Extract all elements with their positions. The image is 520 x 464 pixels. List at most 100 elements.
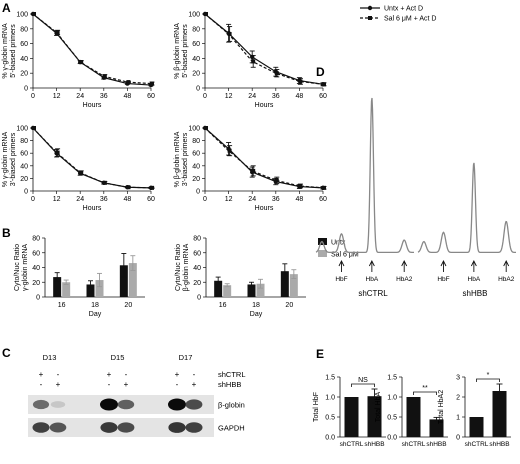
x-tick-label: 0 xyxy=(31,196,35,203)
data-point xyxy=(251,168,256,173)
series-line xyxy=(204,13,324,85)
series-line xyxy=(32,127,152,189)
data-point xyxy=(32,126,36,130)
bar xyxy=(256,283,265,297)
series-line xyxy=(32,13,152,85)
y-tick-label: 1.0 xyxy=(325,395,335,402)
sign-label: + xyxy=(175,370,180,379)
western-blot-panel: D13 D15 D17+ - + - + - shCTRL- + - + - + shHBBβ-globin… xyxy=(28,353,246,437)
significance-label: ** xyxy=(422,385,428,392)
y-tick-label: 1 xyxy=(456,415,460,422)
peak-label: HbA2 xyxy=(498,276,515,283)
x-tick-label: 20 xyxy=(124,302,132,309)
blot-band xyxy=(185,399,203,410)
y-tick-label: 80 xyxy=(192,26,200,33)
y-tick-label: 80 xyxy=(192,138,200,145)
y-tick-label: 40 xyxy=(192,56,200,63)
band-label: GAPDH xyxy=(218,424,245,433)
peak-label: HbF xyxy=(437,276,449,283)
blot-band xyxy=(168,398,186,411)
bar-chart-e3: 0 1 2 3 Total HbA2 shCTRL shHBB * xyxy=(438,372,511,448)
y-tick-label: 0 xyxy=(456,435,460,442)
bar xyxy=(128,263,137,297)
y-axis-label-line: 5'-biased primers xyxy=(10,24,17,78)
x-tick-label: 36 xyxy=(100,196,108,203)
x-tick-label: 12 xyxy=(225,196,233,203)
y-axis-label: % γ-globin mRNA5'-biased primers xyxy=(2,23,17,79)
y-tick-label: 60 xyxy=(193,250,201,257)
y-tick-label: 2 xyxy=(456,395,460,402)
hplc-trace xyxy=(417,162,516,254)
peak-label: HbA xyxy=(366,276,379,283)
x-tick-label: 12 xyxy=(53,196,61,203)
y-tick-label: 1.5 xyxy=(325,375,335,382)
legend-label: Sal 6 μM + Act D xyxy=(384,16,436,23)
y-axis-label-line: 5'-biased primers xyxy=(182,24,189,78)
legend-label: Untx + Act D xyxy=(384,6,423,13)
hplc-trace xyxy=(315,97,414,254)
blot-band xyxy=(49,422,67,433)
line-chart-a2: 0 20 40 60 80 100 % β-globin mRNA5'-biased pri… xyxy=(174,12,327,110)
blot-band xyxy=(117,399,135,410)
y-tick-label: 60 xyxy=(32,250,40,257)
x-tick-label: 16 xyxy=(219,302,227,309)
y-tick-label: 1.5 xyxy=(387,375,397,382)
data-point xyxy=(298,183,303,188)
x-tick-label: 24 xyxy=(248,196,256,203)
x-tick-label: 0 xyxy=(203,93,207,100)
panel-label-e: E xyxy=(316,347,324,361)
x-tick-label: 18 xyxy=(91,302,99,309)
data-point xyxy=(204,126,208,130)
data-point xyxy=(102,180,107,185)
peak-label: HbA2 xyxy=(396,276,413,283)
y-tick-label: 0 xyxy=(197,295,201,302)
legend-swatch xyxy=(318,250,327,257)
data-point xyxy=(298,79,303,84)
data-point xyxy=(150,185,154,190)
y-axis-label-line: Cyto/Nuc Ratio xyxy=(14,244,21,291)
trace-label: shCTRL xyxy=(358,289,388,298)
bar xyxy=(367,396,382,437)
sign-label: - xyxy=(108,380,111,389)
y-axis-label: Total HbA xyxy=(375,392,382,423)
x-tick-label: 36 xyxy=(272,93,280,100)
blot-band xyxy=(100,422,118,433)
x-axis-label: Day xyxy=(89,311,102,318)
legend-marker xyxy=(367,5,373,11)
y-tick-label: 20 xyxy=(192,176,200,183)
bar xyxy=(247,284,256,297)
y-axis-label-line: 3'-biased primers xyxy=(10,132,17,186)
hplc-traces-panel: HbF HbA HbA2 shCTRL HbF HbA HbA2 shHBB xyxy=(315,97,516,298)
bar xyxy=(289,274,298,297)
x-tick-label: 60 xyxy=(147,93,155,100)
y-axis-label-line: Total HbA xyxy=(375,392,382,423)
y-tick-label: 20 xyxy=(20,176,28,183)
sign-label: - xyxy=(57,370,60,379)
y-tick-label: 40 xyxy=(32,265,40,272)
x-tick-label: 24 xyxy=(76,196,84,203)
y-tick-label: 100 xyxy=(16,12,28,19)
row-label: shHBB xyxy=(218,380,241,389)
y-axis-label-line: % β-globin mRNA xyxy=(174,131,181,187)
band-label: β-globin xyxy=(218,401,245,410)
data-point xyxy=(150,81,154,86)
y-tick-label: 0 xyxy=(36,295,40,302)
data-point xyxy=(55,150,60,155)
x-tick-label: shHBB xyxy=(489,441,509,448)
panel-label-a: A xyxy=(2,1,11,15)
y-axis-label-line: % γ-globin mRNA xyxy=(2,23,9,79)
bar xyxy=(223,285,232,297)
sign-label: - xyxy=(193,370,196,379)
y-tick-label: 1.0 xyxy=(387,395,397,402)
bar xyxy=(469,417,484,437)
y-tick-label: 100 xyxy=(16,126,28,133)
x-tick-label: shCTRL xyxy=(340,441,364,448)
x-tick-label: 60 xyxy=(319,93,327,100)
blot-band xyxy=(185,422,203,433)
blot-band xyxy=(168,422,186,433)
y-tick-label: 0.5 xyxy=(387,415,397,422)
panel-label-c: C xyxy=(2,346,11,360)
